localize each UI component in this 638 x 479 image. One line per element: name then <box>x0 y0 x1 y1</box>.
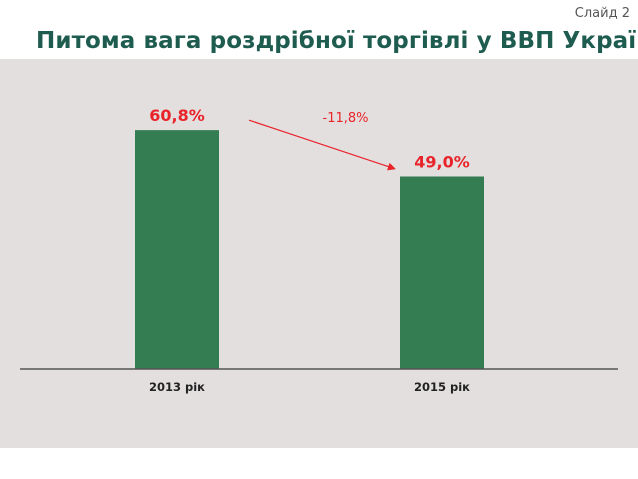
change-label: -11,8% <box>323 111 369 126</box>
bar-chart: 60,8% 2013 рік 49,0% 2015 рік -11,8% <box>20 106 618 394</box>
bar-0 <box>135 130 219 369</box>
category-label-1: 2015 рік <box>414 380 470 394</box>
chart-title: Питома вага роздрібної торгівлі у ВВП Ук… <box>36 28 638 54</box>
category-label-0: 2013 рік <box>149 380 205 394</box>
bar-value-label-1: 49,0% <box>414 153 470 172</box>
chart-area: 60,8% 2013 рік 49,0% 2015 рік -11,8% <box>0 59 638 448</box>
bar-1 <box>400 176 484 369</box>
slide-number-label: Слайд 2 <box>574 6 630 21</box>
bar-value-label-0: 60,8% <box>149 106 205 125</box>
change-arrow <box>248 119 396 171</box>
